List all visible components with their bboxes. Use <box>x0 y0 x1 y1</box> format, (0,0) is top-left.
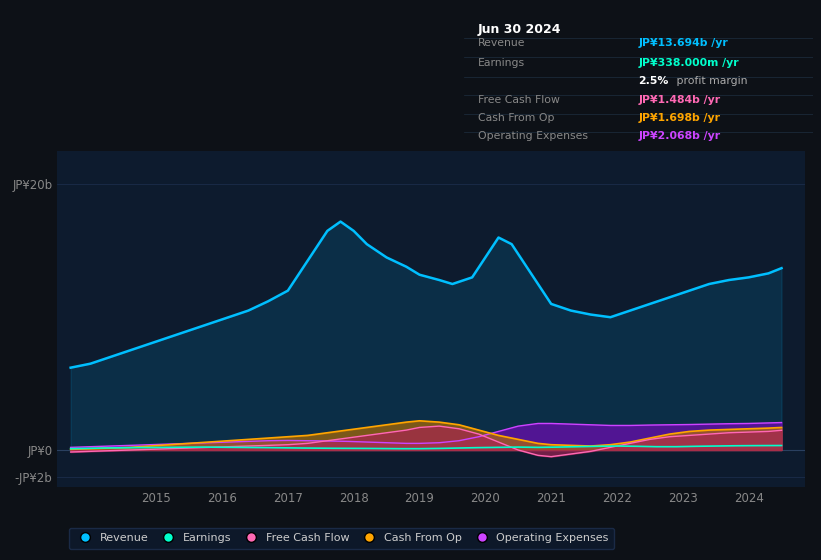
Text: JP¥1.484b /yr: JP¥1.484b /yr <box>639 95 721 105</box>
Text: JP¥338.000m /yr: JP¥338.000m /yr <box>639 58 739 68</box>
Legend: Revenue, Earnings, Free Cash Flow, Cash From Op, Operating Expenses: Revenue, Earnings, Free Cash Flow, Cash … <box>69 528 614 549</box>
Text: JP¥1.698b /yr: JP¥1.698b /yr <box>639 113 720 123</box>
Text: Jun 30 2024: Jun 30 2024 <box>478 23 562 36</box>
Text: 2.5%: 2.5% <box>639 76 668 86</box>
Text: Operating Expenses: Operating Expenses <box>478 132 588 142</box>
Text: Revenue: Revenue <box>478 38 525 48</box>
Text: Cash From Op: Cash From Op <box>478 113 554 123</box>
Text: profit margin: profit margin <box>673 76 748 86</box>
Text: Free Cash Flow: Free Cash Flow <box>478 95 560 105</box>
Text: JP¥13.694b /yr: JP¥13.694b /yr <box>639 38 728 48</box>
Text: Earnings: Earnings <box>478 58 525 68</box>
Text: JP¥2.068b /yr: JP¥2.068b /yr <box>639 132 721 142</box>
